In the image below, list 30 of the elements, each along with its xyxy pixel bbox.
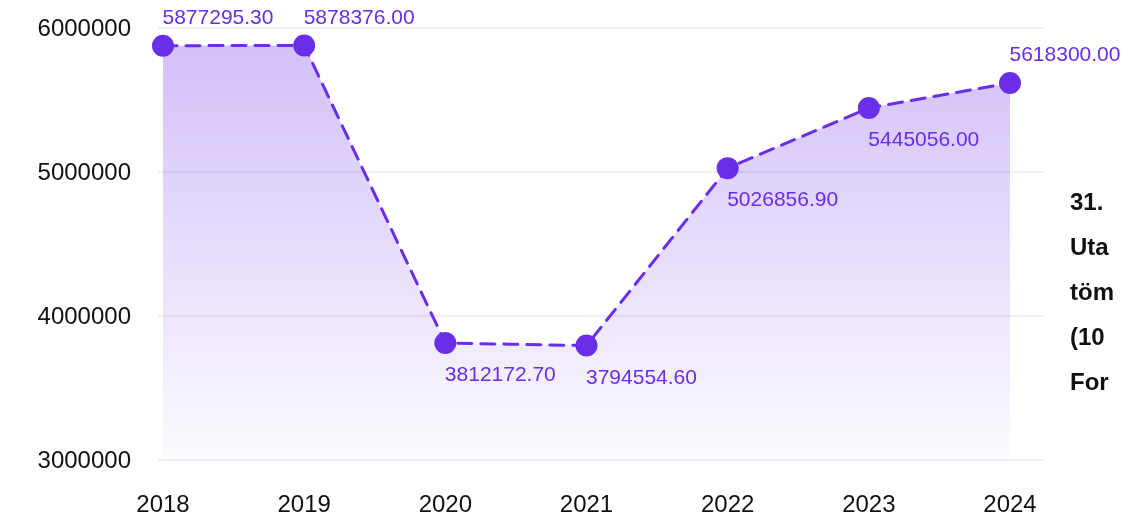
x-tick-label: 2024 <box>983 490 1037 517</box>
text: (10 <box>1070 323 1105 350</box>
data-label: 5878376.00 <box>303 4 415 28</box>
x-tick-label: 2022 <box>700 490 755 517</box>
x-tick-label: 2023 <box>842 490 896 517</box>
point <box>293 34 316 57</box>
y-tick-label: 5000000 <box>37 158 131 186</box>
point <box>716 157 739 180</box>
data-label: 5877295.30 <box>162 4 274 28</box>
y-tick-label: 3000000 <box>37 446 131 474</box>
text: Uta <box>1070 233 1110 260</box>
y-tick-label: 4000000 <box>37 302 131 330</box>
data-label: 3794554.60 <box>586 364 697 388</box>
x-tick-label: 2019 <box>277 490 331 517</box>
x-tick-label: 2020 <box>418 490 473 517</box>
text: töm <box>1070 278 1114 305</box>
y-tick-label: 6000000 <box>37 14 131 42</box>
x-tick-label: 2021 <box>559 490 614 517</box>
x-tick-label: 2018 <box>136 490 190 517</box>
text: For <box>1070 368 1109 395</box>
point <box>434 332 457 355</box>
point <box>152 34 174 57</box>
data-label: 5445056.00 <box>868 126 980 150</box>
data-label: 5026856.90 <box>727 187 839 211</box>
data-label: 5618300.00 <box>1009 41 1121 65</box>
data-label: 3812172.70 <box>444 362 556 386</box>
point <box>999 71 1021 94</box>
point <box>857 96 880 119</box>
text: 31. <box>1070 188 1104 215</box>
point <box>575 334 598 357</box>
